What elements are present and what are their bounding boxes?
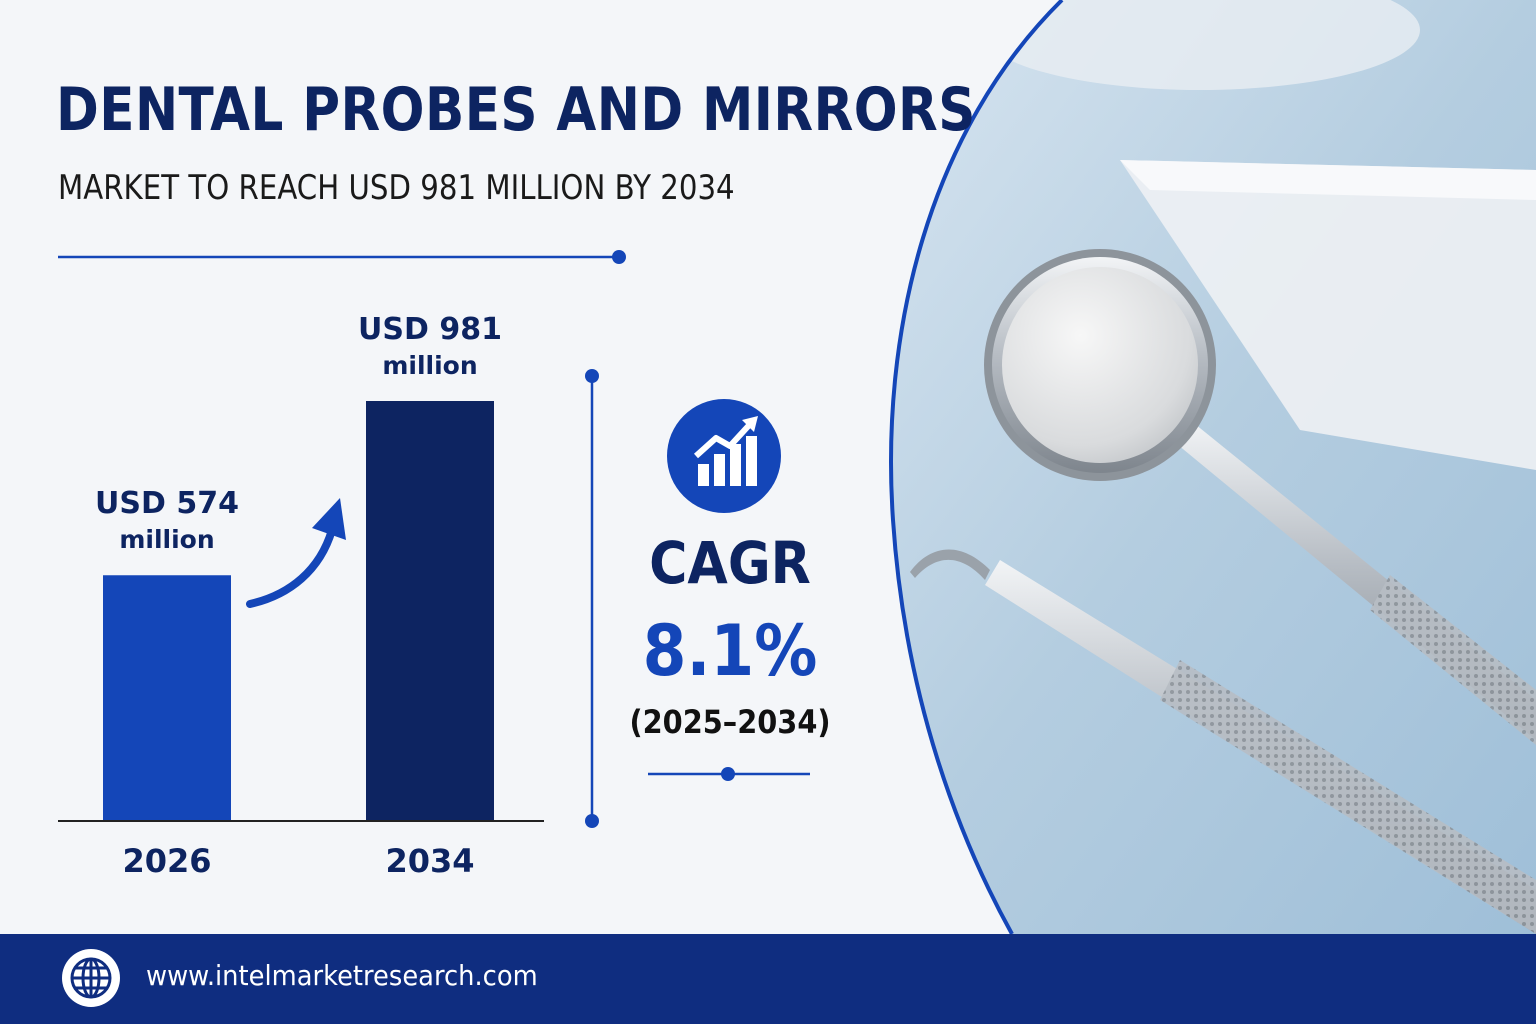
bar-value-label: USD 574 million — [67, 485, 267, 557]
bar-2034 — [366, 401, 494, 821]
cagr-period: (2025–2034) — [629, 703, 831, 741]
cagr-divider — [648, 767, 810, 781]
bar-2026 — [103, 575, 231, 821]
cagr-label: CAGR — [649, 529, 811, 597]
growth-chart-icon — [667, 399, 781, 513]
growth-arrow-head — [312, 498, 346, 540]
page-title: DENTAL PROBES AND MIRRORS — [56, 75, 976, 145]
bar-value-amount: USD 981 — [358, 312, 502, 347]
bar-value-unit: million — [382, 351, 478, 380]
footer-bar — [0, 934, 1536, 1024]
globe-icon — [62, 949, 120, 1007]
cagr-value: 8.1% — [642, 610, 818, 692]
category-label: 2034 — [385, 842, 475, 880]
bar-value-label: USD 981 million — [330, 311, 530, 383]
category-label: 2026 — [122, 842, 212, 880]
title-divider — [58, 250, 626, 264]
website-link[interactable]: www.intelmarketresearch.com — [146, 959, 538, 992]
section-divider — [585, 369, 599, 828]
dental-instruments-photo — [889, 0, 1536, 934]
bar-value-unit: million — [119, 525, 215, 555]
bar-value-amount: USD 574 — [95, 486, 239, 522]
bar-chart — [58, 401, 544, 822]
page-subtitle: MARKET TO REACH USD 981 MILLION BY 2034 — [58, 168, 735, 208]
growth-arrow-icon — [246, 526, 336, 608]
